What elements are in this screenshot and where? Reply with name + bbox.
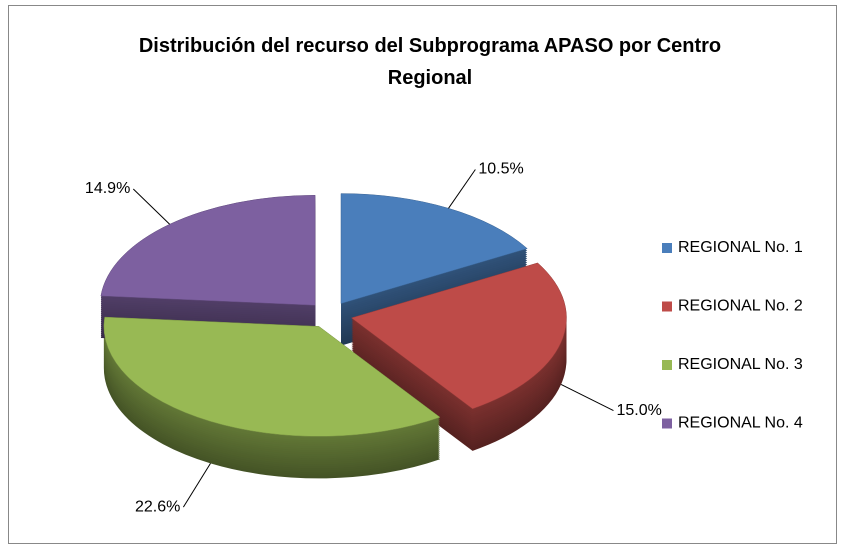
legend-label: REGIONAL No. 2: [678, 298, 803, 315]
slice: [103, 316, 441, 437]
legend-swatch: [662, 301, 672, 312]
chart-frame: [8, 5, 837, 544]
leader-line: [560, 383, 614, 411]
legend-swatch: [662, 418, 672, 429]
legend-label: REGIONAL No. 1: [678, 239, 803, 256]
data-label: 22.6%: [135, 498, 180, 515]
legend-label: REGIONAL No. 3: [678, 356, 803, 373]
data-label: 10.5%: [478, 161, 523, 178]
chart-title: Distribución del recurso del Subprograma…: [138, 35, 722, 89]
leader-line: [448, 169, 476, 209]
leader-line: [182, 463, 211, 508]
slice: [340, 193, 528, 304]
pie-tops: [100, 193, 567, 437]
legend-label: REGIONAL No. 4: [678, 415, 803, 432]
legend-swatch: [662, 360, 672, 370]
legend-swatch: [662, 243, 672, 253]
data-label: 14.9%: [85, 180, 130, 197]
slice: [100, 195, 316, 306]
slice: [350, 262, 567, 410]
leader-line: [132, 188, 171, 225]
data-label: 15.0%: [616, 402, 661, 419]
